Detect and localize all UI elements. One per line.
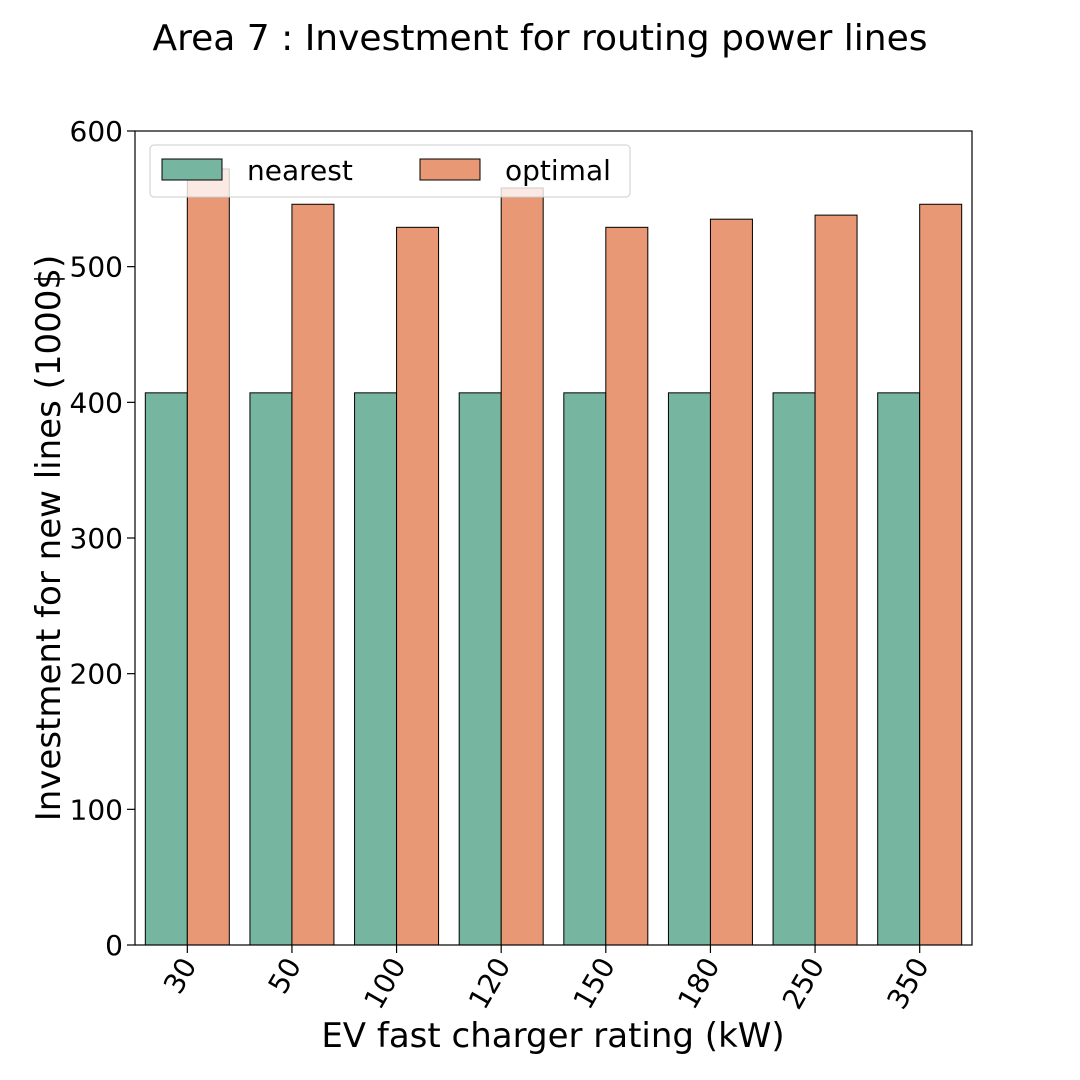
legend-swatch-optimal xyxy=(419,158,481,181)
x-tick-label: 150 xyxy=(567,952,622,1015)
bar-optimal-350 xyxy=(919,203,963,946)
y-axis: 0 100 200 300 400 500 600 xyxy=(70,115,135,962)
bar-optimal-150 xyxy=(605,226,649,946)
y-tick-label: 0 xyxy=(105,929,123,962)
legend-label-nearest: nearest xyxy=(247,154,353,187)
legend: nearest optimal xyxy=(149,144,631,198)
y-tick-label: 600 xyxy=(70,115,123,148)
bar-nearest-50 xyxy=(249,392,293,946)
bar-optimal-50 xyxy=(291,203,335,946)
bar-nearest-150 xyxy=(563,392,607,946)
y-tick-label: 500 xyxy=(70,251,123,284)
bar-nearest-180 xyxy=(667,392,711,946)
x-tick-label: 250 xyxy=(776,952,831,1015)
bar-optimal-30 xyxy=(186,168,230,946)
bar-nearest-100 xyxy=(354,392,398,946)
y-tick-label: 300 xyxy=(70,522,123,555)
x-tick-label: 180 xyxy=(671,952,726,1015)
bar-nearest-30 xyxy=(144,392,188,946)
bars-layer xyxy=(144,168,963,946)
x-tick-label: 100 xyxy=(357,952,412,1015)
chart-title: Area 7 : Investment for routing power li… xyxy=(152,18,927,59)
legend-swatch-nearest xyxy=(161,158,223,181)
x-tick-label: 120 xyxy=(462,952,517,1015)
bar-optimal-250 xyxy=(814,214,858,946)
y-tick-label: 100 xyxy=(70,793,123,826)
bar-nearest-120 xyxy=(458,392,502,946)
y-tick-label: 200 xyxy=(70,658,123,691)
bar-optimal-180 xyxy=(709,218,753,946)
x-tick-label: 50 xyxy=(262,952,308,999)
x-tick-label: 30 xyxy=(157,952,203,999)
bar-nearest-350 xyxy=(877,392,921,946)
y-tick-label: 400 xyxy=(70,386,123,419)
y-axis-label: Investment for new lines (1000$) xyxy=(29,255,69,822)
legend-box xyxy=(149,144,631,198)
legend-label-optimal: optimal xyxy=(505,154,611,187)
x-tick-label: 350 xyxy=(880,952,935,1015)
bar-nearest-250 xyxy=(772,392,816,946)
bar-optimal-100 xyxy=(396,226,440,946)
x-axis: 30 50 100 120 150 180 250 350 xyxy=(157,945,936,1015)
bar-optimal-120 xyxy=(500,187,544,946)
x-axis-label: EV fast charger rating (kW) xyxy=(321,1016,784,1056)
